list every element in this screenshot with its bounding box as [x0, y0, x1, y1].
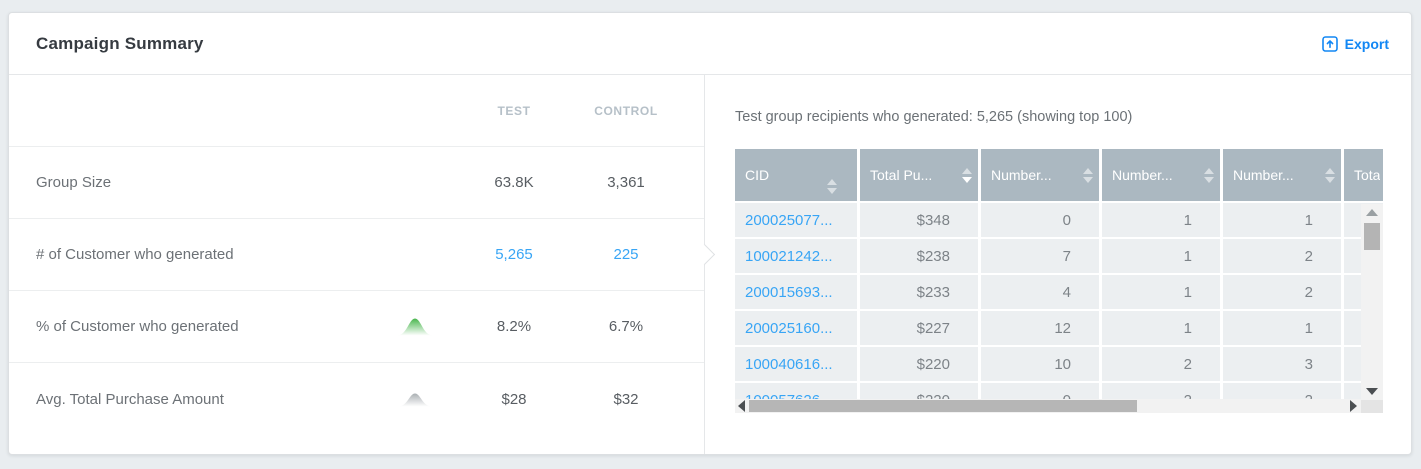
horizontal-scrollbar-thumb[interactable] [749, 400, 1137, 412]
scroll-right-icon[interactable] [1350, 400, 1357, 412]
table-row: 200025077... $348 0 1 1 [735, 203, 1383, 237]
export-tray-up-icon [1321, 35, 1338, 52]
summary-row: % of Customer who generated 8.2% 6.7% [9, 291, 704, 363]
summary-row: # of Customer who generated 5,265 225 [9, 219, 704, 291]
summary-control-value: 3,361 [607, 174, 645, 191]
horizontal-scrollbar[interactable] [735, 399, 1383, 413]
column-header-0[interactable]: CID [735, 149, 857, 201]
card-body: TEST CONTROL Group Size 63.8K 3,361 # of… [9, 75, 1411, 454]
summary-row-label: % of Customer who generated [36, 318, 239, 335]
cid-link[interactable]: 100040616... [735, 347, 857, 381]
summary-row: Group Size 63.8K 3,361 [9, 147, 704, 219]
column-header-3[interactable]: Number... [1102, 149, 1220, 201]
export-label: Export [1344, 35, 1389, 52]
column-header-5[interactable]: Tota [1344, 149, 1383, 201]
column-header-label: Number... [1233, 167, 1294, 183]
summary-test-value[interactable]: 5,265 [495, 246, 533, 263]
page-title: Campaign Summary [36, 33, 204, 53]
table-row: 200015693... $233 4 1 2 [735, 275, 1383, 309]
sort-arrows-icon[interactable] [1083, 167, 1093, 183]
summary-control-value: $32 [613, 390, 639, 408]
detail-caption: Test group recipients who generated: 5,2… [735, 109, 1133, 125]
cid-link[interactable]: 200025077... [735, 203, 857, 237]
sort-arrows-icon[interactable] [827, 179, 837, 194]
summary-row-label: # of Customer who generated [36, 246, 234, 263]
column-header-label: CID [745, 167, 770, 183]
summary-control-value[interactable]: 225 [613, 246, 639, 263]
column-header-1[interactable]: Total Pu... [860, 149, 978, 201]
column-header-control: CONTROL [594, 103, 658, 118]
summary-row: Avg. Total Purchase Amount $28 $32 [9, 363, 704, 435]
scroll-left-icon[interactable] [738, 400, 745, 412]
sort-arrows-icon[interactable] [1204, 167, 1214, 183]
campaign-summary-card: Campaign Summary Export TEST CONTROL Gro… [8, 12, 1412, 455]
sort-arrows-icon[interactable] [1325, 167, 1335, 183]
column-header-2[interactable]: Number... [981, 149, 1099, 201]
summary-test-value: $28 [501, 390, 527, 408]
export-button[interactable]: Export [1321, 35, 1389, 52]
column-header-label: Number... [1112, 167, 1173, 183]
card-header: Campaign Summary Export [9, 13, 1411, 75]
summary-test-value: 8.2% [496, 318, 532, 335]
column-header-test: TEST [497, 103, 531, 118]
summary-panel: TEST CONTROL Group Size 63.8K 3,361 # of… [9, 75, 716, 454]
cid-link[interactable]: 200015693... [735, 275, 857, 309]
cid-link[interactable]: 100021242... [735, 239, 857, 273]
detail-panel: Test group recipients who generated: 5,2… [705, 75, 1411, 454]
vertical-scrollbar-thumb[interactable] [1364, 223, 1380, 250]
bell-curve-gray-icon [398, 393, 432, 406]
recipients-table-header: CID Total Pu... Number... Number... Numb… [735, 149, 1383, 201]
cid-link[interactable]: 100057626... [735, 383, 857, 399]
vertical-scrollbar[interactable] [1361, 204, 1383, 400]
summary-control-value: 6.7% [608, 318, 644, 335]
sort-arrows-icon[interactable] [962, 167, 972, 183]
column-header-label: Total Pu... [870, 167, 933, 183]
column-header-4[interactable]: Number... [1223, 149, 1341, 201]
table-row: 100021242... $238 7 1 2 [735, 239, 1383, 273]
cid-link[interactable]: 200025160... [735, 311, 857, 345]
summary-row-label: Group Size [36, 174, 112, 191]
scroll-up-icon[interactable] [1366, 209, 1378, 216]
column-header-label: Tota [1354, 167, 1381, 183]
summary-test-value: 63.8K [494, 174, 534, 191]
summary-row-label: Avg. Total Purchase Amount [36, 390, 224, 408]
scrollbar-corner [1361, 399, 1383, 413]
recipients-table-body: 200025077... $348 0 1 1 100021242... $23… [735, 203, 1383, 399]
table-row: 100040616... $220 10 2 3 [735, 347, 1383, 381]
scroll-down-icon[interactable] [1366, 388, 1378, 395]
table-row: 100057626... $220 0 2 2 [735, 383, 1383, 399]
column-header-label: Number... [991, 167, 1052, 183]
summary-header-row: TEST CONTROL [9, 75, 704, 147]
recipients-table: CID Total Pu... Number... Number... Numb… [735, 149, 1383, 413]
bell-curve-green-icon [397, 318, 433, 336]
table-row: 200025160... $227 12 1 1 [735, 311, 1383, 345]
